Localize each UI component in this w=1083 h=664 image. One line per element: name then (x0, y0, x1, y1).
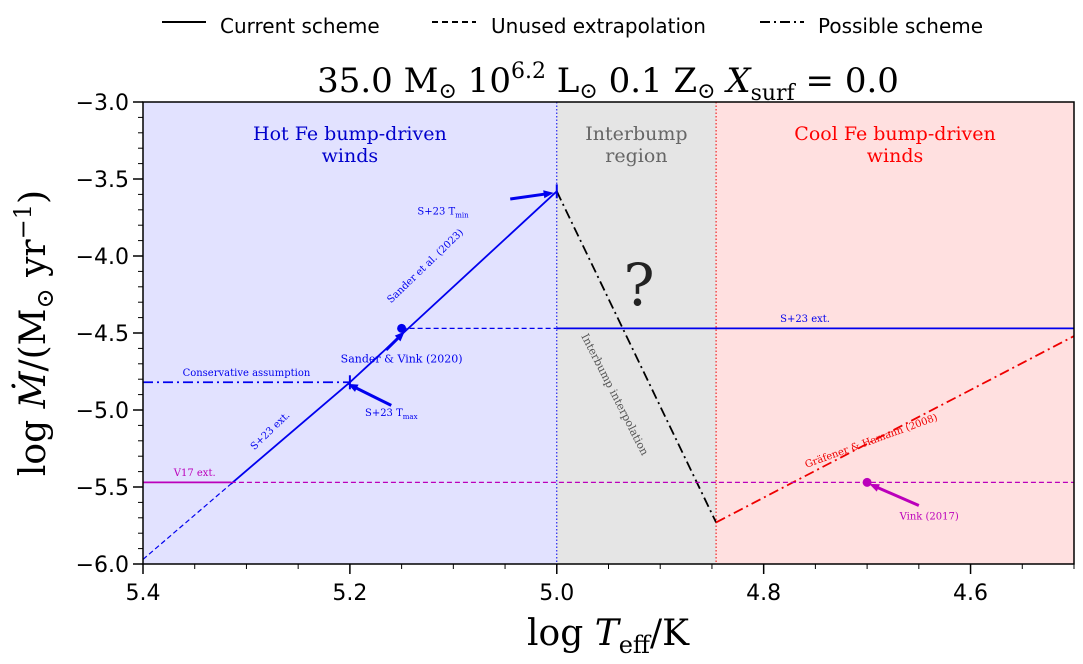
chart-title: 35.0 M⊙ 106.2 L⊙ 0.1 Z⊙ Xsurf = 0.0 (317, 59, 899, 106)
markers (347, 184, 920, 507)
annotation-7: V17 ext. (173, 468, 216, 479)
series-line-7 (715, 335, 1074, 524)
x-tick-label-4: 4.6 (953, 581, 988, 606)
y-tick-label-3: −4.5 (76, 322, 129, 347)
region-label-1-line2: region (605, 145, 667, 167)
y-tick-label-5: −5.5 (76, 476, 129, 501)
x-tick-label-0: 5.4 (126, 581, 161, 606)
series-line-2 (143, 483, 232, 560)
arrow-head-1 (394, 331, 405, 342)
series-line-6 (555, 190, 717, 523)
region-bg-2 (716, 102, 1074, 564)
region-label-2-line2: winds (867, 145, 924, 167)
question-mark: ? (623, 251, 654, 319)
arrow-head-2 (347, 383, 359, 392)
x-axis-label: log Teff/K (527, 613, 690, 659)
arrow-head-3 (869, 483, 880, 492)
legend-label-unused: Unused extrapolation (491, 14, 706, 38)
y-tick-label-6: −6.0 (76, 553, 129, 578)
annotation-5: S+23 ext. (780, 314, 830, 325)
axis-ticks: 5.4 5.2 5.0 4.8 4.6 −3.0 −3.5 −4.0 −4.5 −5.0 −5.5 −… (76, 91, 1075, 606)
region-label-1: Interbump (585, 123, 687, 145)
legend-label-possible: Possible scheme (818, 14, 983, 38)
region-bg-1 (556, 102, 717, 564)
region-label-0-line2: winds (322, 145, 379, 167)
region-bg-0 (143, 102, 557, 564)
x-tick-label-1: 5.2 (332, 581, 367, 606)
x-tick-label-2: 5.0 (539, 581, 574, 606)
y-axis-label: log Ṁ/(M⊙ yr−1) (9, 190, 59, 476)
region-backgrounds (143, 102, 1074, 564)
point-marker-0 (397, 323, 407, 333)
title-mass: 35.0 (317, 61, 393, 101)
arrow-head-0 (543, 190, 554, 199)
region-label-2: Cool Fe bump-driven (794, 123, 996, 145)
annotation-6: Conservative assumption (183, 368, 311, 379)
arrow-shaft-0 (510, 192, 548, 201)
region-labels: Hot Fe bump-drivenwindsInterbumpregionCo… (253, 123, 996, 167)
series-line-0 (349, 190, 558, 383)
title-lum-exponent: 6.2 (511, 59, 546, 84)
legend: Current scheme Unused extrapolation Poss… (162, 14, 983, 38)
title-metallicity: 0.1 (609, 61, 663, 101)
annotation-10: Vink (2017) (899, 511, 959, 522)
arrow-shaft-3 (874, 484, 920, 507)
region-label-0: Hot Fe bump-driven (253, 123, 447, 145)
y-tick-label-1: −3.5 (76, 168, 129, 193)
series-line-1 (230, 381, 351, 485)
arrow-shaft-2 (352, 385, 392, 407)
y-tick-label-4: −5.0 (76, 399, 129, 424)
x-tick-label-3: 4.8 (746, 581, 781, 606)
y-tick-label-2: −4.0 (76, 245, 129, 270)
y-tick-label-0: −3.0 (76, 91, 129, 116)
series-lines (143, 190, 1074, 560)
legend-label-current: Current scheme (220, 14, 380, 38)
point-marker-1 (862, 477, 872, 487)
title-xsurf: 0.0 (845, 61, 899, 101)
annotation-3: Sander & Vink (2020) (341, 352, 463, 365)
